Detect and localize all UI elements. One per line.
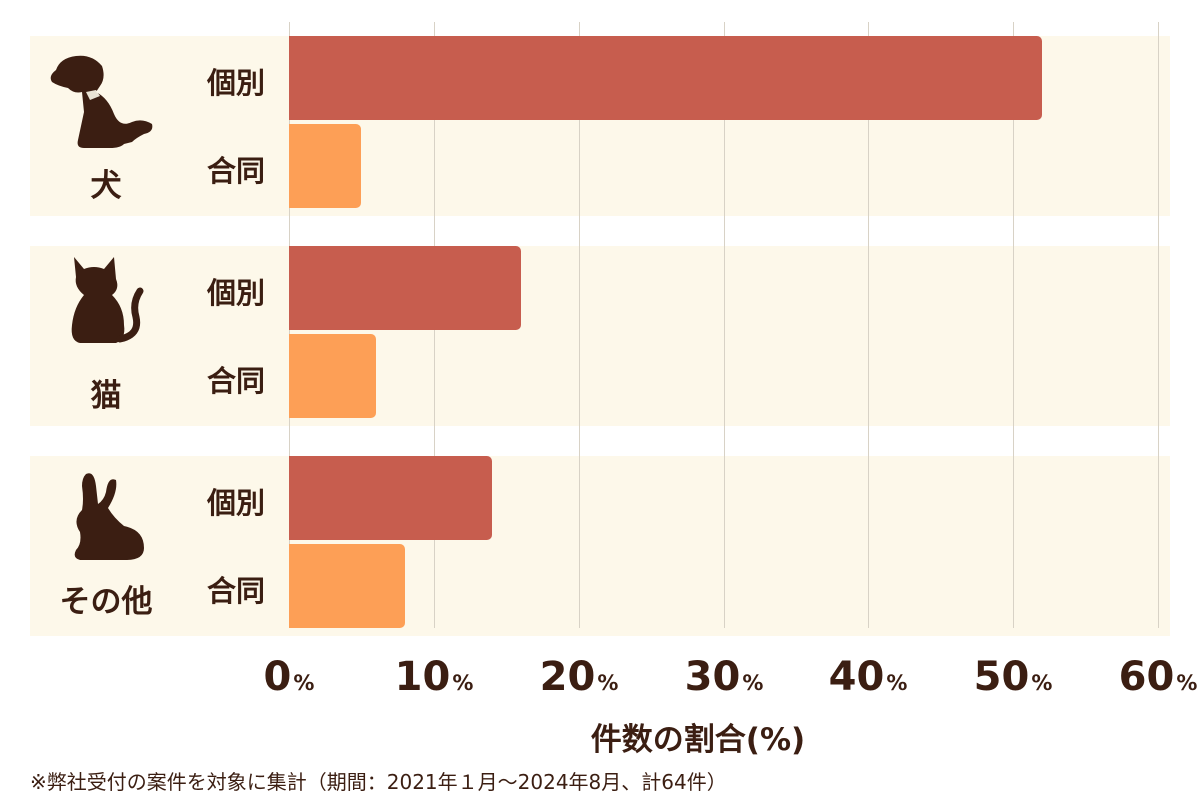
gridline	[868, 22, 869, 628]
x-tick-label: 10%	[364, 654, 504, 700]
bar-dog-joint	[289, 124, 361, 208]
x-tick-label: 60%	[1088, 654, 1200, 700]
x-tick-unit: %	[293, 671, 315, 695]
bar-other-individual	[289, 456, 492, 540]
group-name-other: その他	[59, 584, 153, 620]
rabbit-icon	[74, 473, 144, 560]
x-tick-unit: %	[1031, 671, 1053, 695]
group-name-cat: 猫	[90, 378, 122, 414]
bar-label-other-joint: 合同	[206, 574, 265, 608]
dog-icon	[50, 55, 153, 148]
bar-other-joint	[289, 544, 405, 628]
group-name-dog: 犬	[90, 168, 122, 204]
x-tick-value: 60	[1118, 654, 1175, 700]
x-tick-unit: %	[886, 671, 908, 695]
x-tick-label: 40%	[798, 654, 938, 700]
x-tick-unit: %	[597, 671, 619, 695]
gridline	[579, 22, 580, 628]
x-tick-value: 20	[539, 654, 596, 700]
gridline	[1158, 22, 1159, 628]
x-tick-value: 10	[394, 654, 451, 700]
x-tick-unit: %	[1176, 671, 1198, 695]
cat-icon	[71, 257, 144, 343]
x-tick-label: 50%	[943, 654, 1083, 700]
bar-label-other-individual: 個別	[206, 486, 265, 520]
bar-cat-joint	[289, 334, 376, 418]
footnote: ※弊社受付の案件を対象に集計（期間：2021年１月～2024年8月、計64件）	[30, 770, 727, 794]
x-tick-unit: %	[452, 671, 474, 695]
bar-dog-individual	[289, 36, 1042, 120]
bar-label-cat-individual: 個別	[206, 276, 265, 310]
x-tick-unit: %	[742, 671, 764, 695]
gridline	[724, 22, 725, 628]
bar-label-cat-joint: 合同	[206, 364, 265, 398]
x-tick-label: 0%	[219, 654, 359, 700]
bar-cat-individual	[289, 246, 521, 330]
x-tick-value: 40	[828, 654, 885, 700]
x-tick-label: 20%	[509, 654, 649, 700]
x-tick-value: 50	[973, 654, 1030, 700]
x-tick-value: 0	[263, 654, 292, 700]
bar-label-dog-individual: 個別	[206, 66, 265, 100]
group-panel-cat	[30, 246, 1170, 426]
x-axis-label: 件数の割合(%)	[590, 722, 806, 758]
group-panel-other	[30, 456, 1170, 636]
gridline	[1013, 22, 1014, 628]
x-tick-value: 30	[684, 654, 741, 700]
x-tick-label: 30%	[654, 654, 794, 700]
bar-label-dog-joint: 合同	[206, 154, 265, 188]
